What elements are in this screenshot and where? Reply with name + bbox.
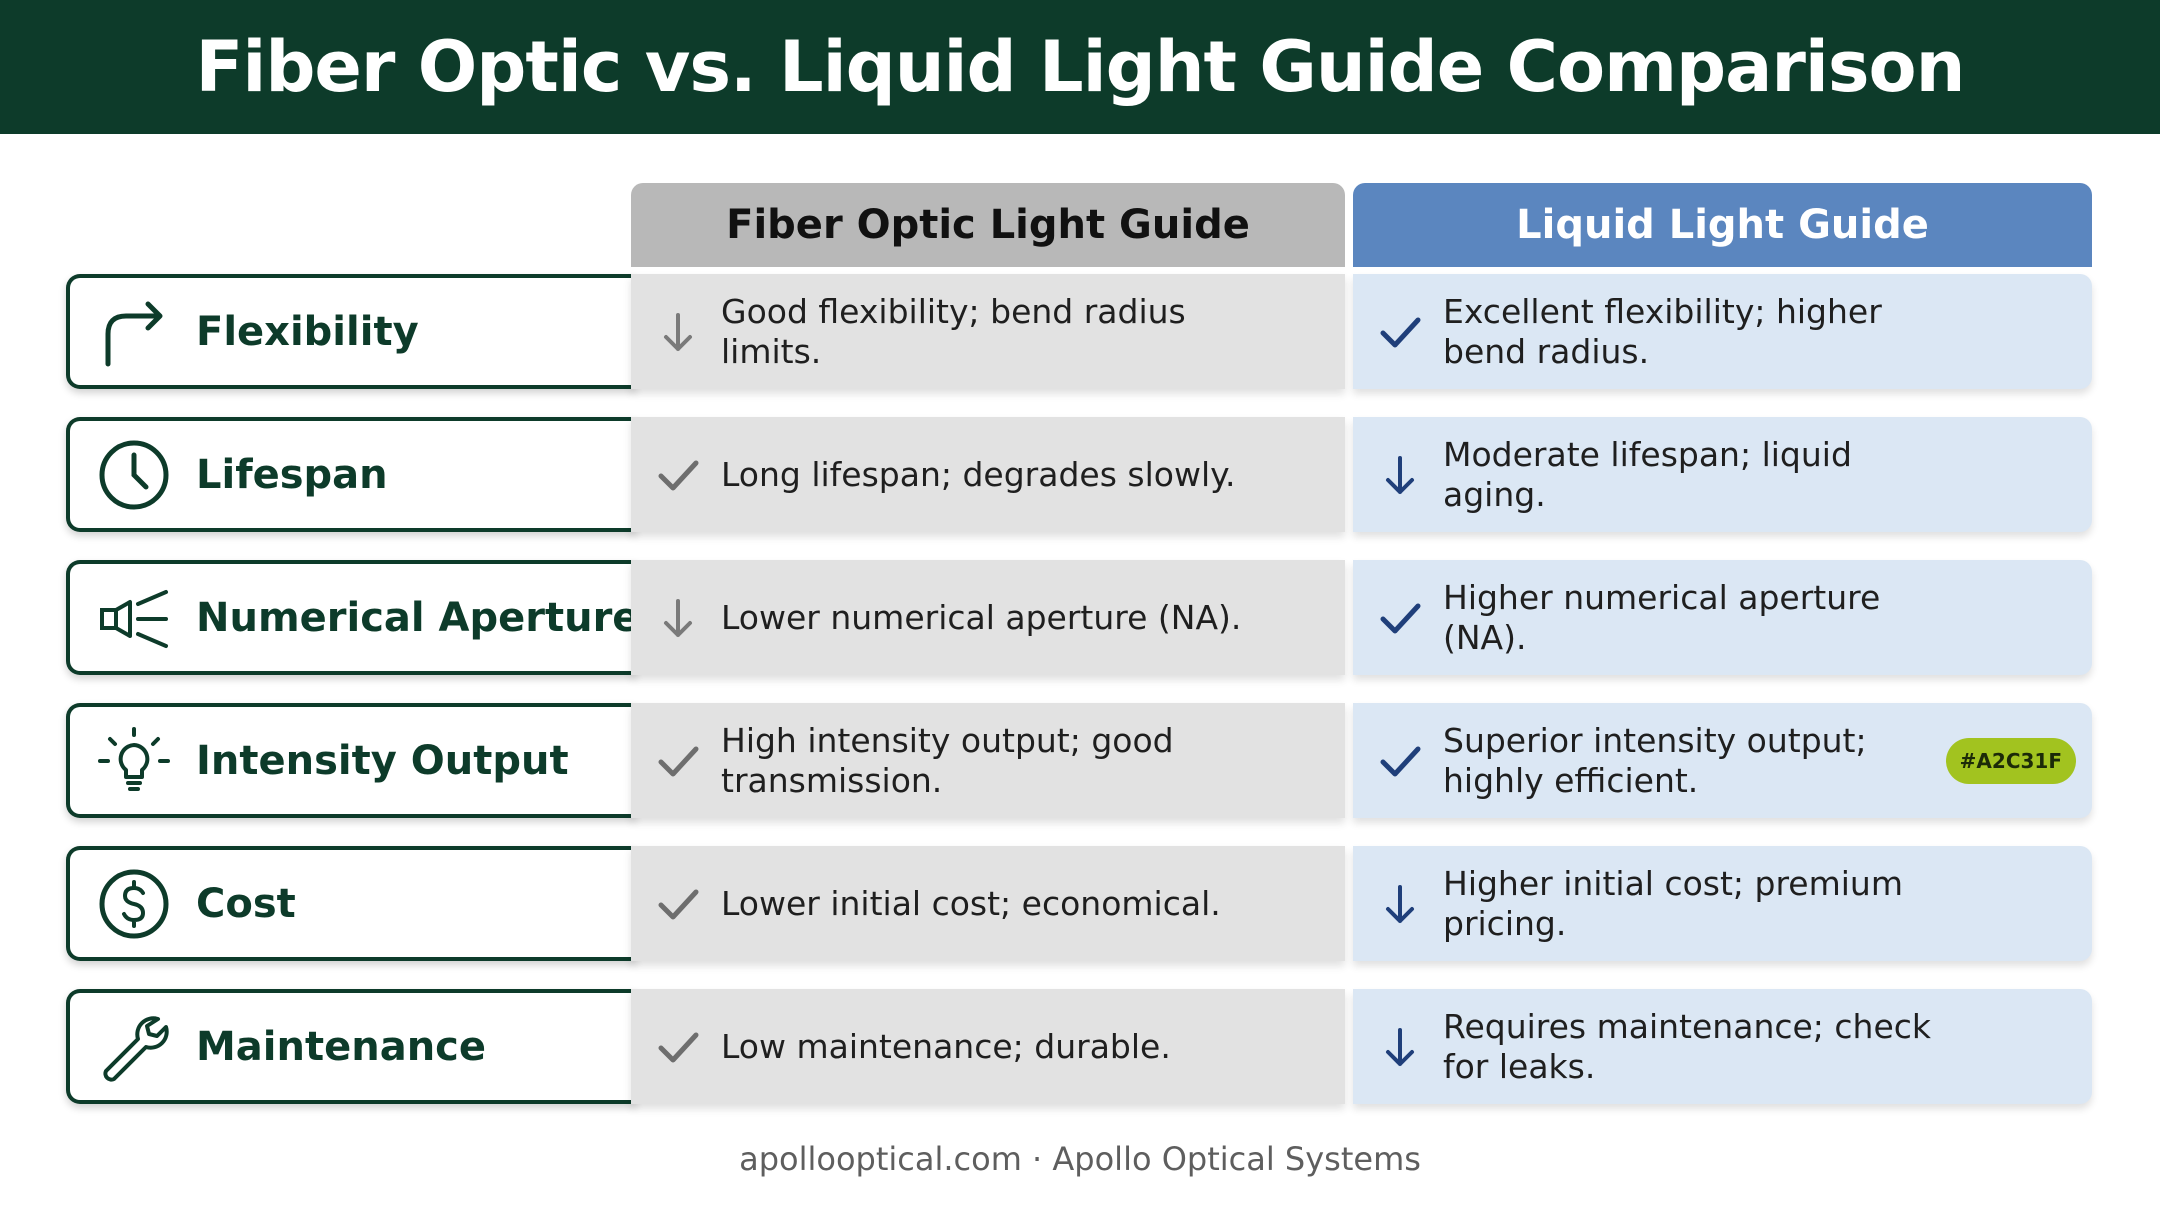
down-arrow-icon: [1375, 879, 1425, 929]
down-arrow-icon: [653, 593, 703, 643]
liquid-cell: Requires maintenance; check for leaks.: [1353, 989, 2092, 1104]
check-icon: [1375, 593, 1425, 643]
liquid-cell-text: Moderate lifespan; liquid aging.: [1443, 434, 1852, 514]
turn-right-arrow-icon: [96, 294, 172, 370]
liquid-cell: Excellent flexibility; higher bend radiu…: [1353, 274, 2092, 389]
liquid-cell-text: Excellent flexibility; higher bend radiu…: [1443, 291, 1882, 371]
liquid-cell-text: Higher numerical aperture (NA).: [1443, 577, 1881, 657]
lightbulb-icon: [96, 723, 172, 799]
liquid-cell: Higher initial cost; premium pricing.: [1353, 846, 2092, 961]
comparison-row-lifespan: Lifespan Long lifespan; degrades slowly.…: [0, 417, 2160, 532]
dollar-icon: [96, 866, 172, 942]
fiber-cell-text: Lower numerical aperture (NA).: [721, 597, 1242, 637]
liquid-cell: Superior intensity output; highly effici…: [1353, 703, 2092, 818]
comparison-row-maintenance: Maintenance Low maintenance; durable. Re…: [0, 989, 2160, 1104]
footer-credit: apollooptical.com · Apollo Optical Syste…: [739, 1140, 1421, 1178]
liquid-cell: Moderate lifespan; liquid aging.: [1353, 417, 2092, 532]
comparison-row-cost: Cost Lower initial cost; economical. Hig…: [0, 846, 2160, 961]
check-icon: [653, 879, 703, 929]
fiber-cell: High intensity output; good transmission…: [631, 703, 1345, 818]
liquid-cell-text: Superior intensity output; highly effici…: [1443, 720, 1867, 800]
row-label: Flexibility: [196, 308, 419, 355]
title-bar: Fiber Optic vs. Liquid Light Guide Compa…: [0, 0, 2160, 134]
row-label-card: Lifespan: [66, 417, 636, 532]
row-label: Numerical Aperture: [196, 594, 640, 641]
row-label-card: Cost: [66, 846, 636, 961]
fiber-cell: Low maintenance; durable.: [631, 989, 1345, 1104]
check-icon: [1375, 307, 1425, 357]
fiber-cell-text: Long lifespan; degrades slowly.: [721, 454, 1236, 494]
comparison-row-intensity-output: Intensity Output High intensity output; …: [0, 703, 2160, 818]
color-badge: #A2C31F: [1945, 738, 2076, 784]
row-label: Cost: [196, 880, 296, 927]
comparison-row-numerical-aperture: Numerical Aperture Lower numerical apert…: [0, 560, 2160, 675]
row-label: Intensity Output: [196, 737, 569, 784]
check-icon: [653, 736, 703, 786]
row-label-card: Numerical Aperture: [66, 560, 640, 675]
row-label: Maintenance: [196, 1023, 487, 1070]
light-cone-icon: [96, 580, 172, 656]
liquid-cell-text: Requires maintenance; check for leaks.: [1443, 1006, 1932, 1086]
wrench-icon: [96, 1009, 172, 1085]
check-icon: [653, 1022, 703, 1072]
liquid-column-header: Liquid Light Guide: [1353, 183, 2092, 267]
fiber-cell: Good flexibility; bend radius limits.: [631, 274, 1345, 389]
fiber-cell: Lower numerical aperture (NA).: [631, 560, 1345, 675]
check-icon: [1375, 736, 1425, 786]
down-arrow-icon: [653, 307, 703, 357]
liquid-cell-text: Higher initial cost; premium pricing.: [1443, 863, 1903, 943]
row-label-card: Flexibility: [66, 274, 636, 389]
clock-icon: [96, 437, 172, 513]
fiber-cell: Lower initial cost; economical.: [631, 846, 1345, 961]
fiber-cell: Long lifespan; degrades slowly.: [631, 417, 1345, 532]
row-label-card: Maintenance: [66, 989, 636, 1104]
fiber-column-header: Fiber Optic Light Guide: [631, 183, 1345, 267]
liquid-cell: Higher numerical aperture (NA).: [1353, 560, 2092, 675]
fiber-cell-text: High intensity output; good transmission…: [721, 720, 1174, 800]
down-arrow-icon: [1375, 450, 1425, 500]
fiber-cell-text: Good flexibility; bend radius limits.: [721, 291, 1186, 371]
comparison-row-flexibility: Flexibility Good flexibility; bend radiu…: [0, 274, 2160, 389]
check-icon: [653, 450, 703, 500]
down-arrow-icon: [1375, 1022, 1425, 1072]
fiber-cell-text: Low maintenance; durable.: [721, 1026, 1171, 1066]
row-label: Lifespan: [196, 451, 388, 498]
page-title: Fiber Optic vs. Liquid Light Guide Compa…: [195, 26, 1966, 108]
fiber-cell-text: Lower initial cost; economical.: [721, 883, 1221, 923]
row-label-card: Intensity Output: [66, 703, 636, 818]
